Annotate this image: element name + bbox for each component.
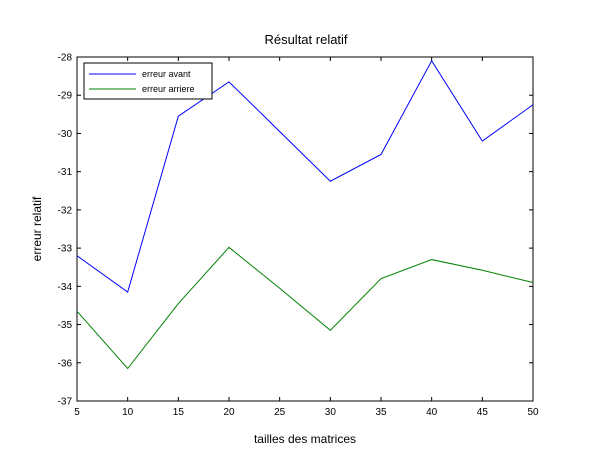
chart-title: Résultat relatif [264, 32, 347, 47]
series-line-2 [76, 246, 534, 370]
y-tick-label: -37 [58, 397, 73, 408]
x-axis: 5 10 15 20 25 30 35 40 45 50 [74, 57, 539, 418]
y-tick-label: -32 [58, 205, 73, 216]
x-tick-label: 50 [527, 407, 539, 418]
y-tick-label: -33 [58, 244, 73, 255]
x-tick-label: 45 [477, 407, 489, 418]
y-axis: -37 -36 -35 -34 -33 -32 -31 -30 -29 -28 [58, 53, 533, 408]
x-tick-label: 5 [74, 407, 80, 418]
x-tick-label: 25 [274, 407, 286, 418]
series-layer [76, 59, 534, 370]
legend-box [83, 62, 213, 100]
y-tick-label: -29 [58, 91, 73, 102]
x-tick-label: 35 [375, 407, 387, 418]
series-line-1 [76, 59, 534, 293]
x-tick-label: 40 [426, 407, 438, 418]
legend-label: erreur arriere [142, 84, 195, 94]
y-tick-label: -35 [58, 320, 73, 331]
x-tick-label: 10 [122, 407, 134, 418]
y-tick-label: -31 [58, 167, 73, 178]
x-tick-label: 30 [325, 407, 337, 418]
x-tick-label: 20 [223, 407, 235, 418]
x-tick-label: 15 [173, 407, 185, 418]
plot-frame [76, 56, 534, 402]
x-axis-label: tailles des matrices [254, 432, 356, 446]
y-tick-label: -28 [58, 53, 73, 64]
y-tick-label: -36 [58, 358, 73, 369]
y-tick-label: -34 [58, 282, 73, 293]
y-axis-label: erreur relatif [30, 196, 44, 261]
y-tick-label: -30 [58, 129, 73, 140]
legend-label: erreur avant [142, 69, 191, 79]
legend: erreur avant erreur arriere [83, 62, 213, 100]
